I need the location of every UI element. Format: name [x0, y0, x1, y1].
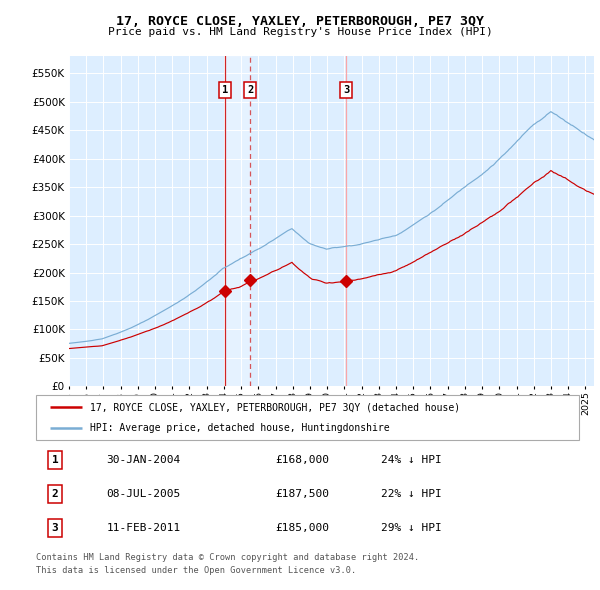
Text: HPI: Average price, detached house, Huntingdonshire: HPI: Average price, detached house, Hunt…	[91, 424, 390, 434]
Text: 3: 3	[52, 523, 58, 533]
Text: £168,000: £168,000	[275, 455, 329, 465]
Text: 1: 1	[222, 85, 229, 95]
Text: 08-JUL-2005: 08-JUL-2005	[107, 489, 181, 499]
Text: 1: 1	[52, 455, 58, 465]
Text: £187,500: £187,500	[275, 489, 329, 499]
Text: 29% ↓ HPI: 29% ↓ HPI	[381, 523, 442, 533]
Text: Price paid vs. HM Land Registry's House Price Index (HPI): Price paid vs. HM Land Registry's House …	[107, 27, 493, 37]
Text: £185,000: £185,000	[275, 523, 329, 533]
Text: 30-JAN-2004: 30-JAN-2004	[107, 455, 181, 465]
Text: Contains HM Land Registry data © Crown copyright and database right 2024.: Contains HM Land Registry data © Crown c…	[36, 553, 419, 562]
Text: 17, ROYCE CLOSE, YAXLEY, PETERBOROUGH, PE7 3QY (detached house): 17, ROYCE CLOSE, YAXLEY, PETERBOROUGH, P…	[91, 402, 460, 412]
Text: 17, ROYCE CLOSE, YAXLEY, PETERBOROUGH, PE7 3QY: 17, ROYCE CLOSE, YAXLEY, PETERBOROUGH, P…	[116, 15, 484, 28]
Text: 24% ↓ HPI: 24% ↓ HPI	[381, 455, 442, 465]
Text: 22% ↓ HPI: 22% ↓ HPI	[381, 489, 442, 499]
Text: 2: 2	[52, 489, 58, 499]
Text: This data is licensed under the Open Government Licence v3.0.: This data is licensed under the Open Gov…	[36, 566, 356, 575]
Text: 11-FEB-2011: 11-FEB-2011	[107, 523, 181, 533]
Bar	[225, 56, 250, 386]
Text: 3: 3	[343, 85, 349, 95]
Text: 2: 2	[247, 85, 253, 95]
